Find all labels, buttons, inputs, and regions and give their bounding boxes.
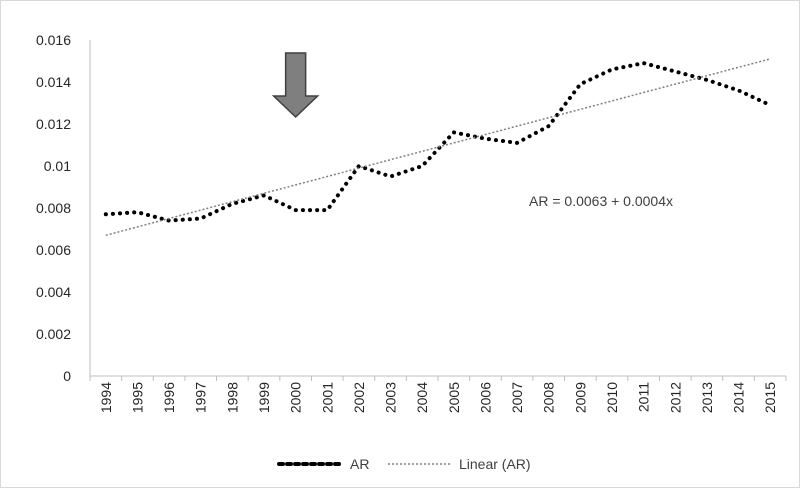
x-tick-label: 2002	[351, 382, 367, 413]
x-tick-label: 2007	[509, 382, 525, 413]
x-tick-label: 2008	[541, 382, 557, 413]
axes	[89, 40, 786, 377]
y-tick-label: 0.014	[36, 74, 71, 90]
x-tick-label: 2013	[699, 382, 715, 413]
x-tick-label: 1994	[98, 382, 114, 413]
down-arrow-marker	[271, 52, 320, 119]
x-tick-label: 2009	[572, 382, 588, 413]
x-axis-ticks: 1994 1995 1996 1997 1998 1999 2000 2001 2002 2003…	[89, 376, 787, 413]
x-tick-label: 1998	[224, 382, 240, 413]
legend: AR Linear (AR)	[277, 456, 531, 472]
y-tick-label: 0.016	[36, 32, 71, 48]
x-tick-label: 2011	[636, 382, 652, 412]
series-layer	[103, 58, 773, 237]
x-tick-label: 2015	[762, 382, 778, 413]
y-tick-label: 0.006	[36, 242, 71, 258]
y-tick-label: 0	[63, 368, 71, 384]
y-tick-label: 0.002	[36, 326, 71, 342]
y-tick-label: 0.008	[36, 200, 71, 216]
y-tick-label: 0.01	[44, 158, 71, 174]
x-tick-label: 1997	[193, 382, 209, 413]
y-tick-label: 0.012	[36, 116, 71, 132]
y-axis-ticks: 0 0.002 0.004 0.006 0.008 0.01 0.012 0.014 0.016	[36, 32, 71, 384]
series-ar-line	[103, 61, 773, 223]
x-tick-label: 2000	[288, 382, 304, 413]
marker-layer	[271, 52, 320, 119]
series-linear-ar-line	[105, 58, 771, 237]
x-tick-label: 2001	[319, 382, 335, 413]
x-tick-label: 2012	[667, 382, 683, 413]
x-tick-label: 2014	[731, 382, 747, 413]
legend-ar-label: AR	[350, 456, 369, 472]
y-tick-label: 0.004	[36, 284, 71, 300]
trendline-equation: AR = 0.0063 + 0.0004x	[529, 193, 673, 209]
x-tick-label: 2004	[414, 382, 430, 413]
legend-linear-label: Linear (AR)	[459, 456, 531, 472]
x-tick-label: 1996	[161, 382, 177, 413]
x-tick-label: 2005	[446, 382, 462, 413]
x-tick-label: 1999	[256, 382, 272, 413]
x-tick-label: 2006	[477, 382, 493, 413]
x-tick-label: 2010	[604, 382, 620, 413]
x-tick-label: 2003	[383, 382, 399, 413]
x-tick-label: 1995	[129, 382, 145, 413]
